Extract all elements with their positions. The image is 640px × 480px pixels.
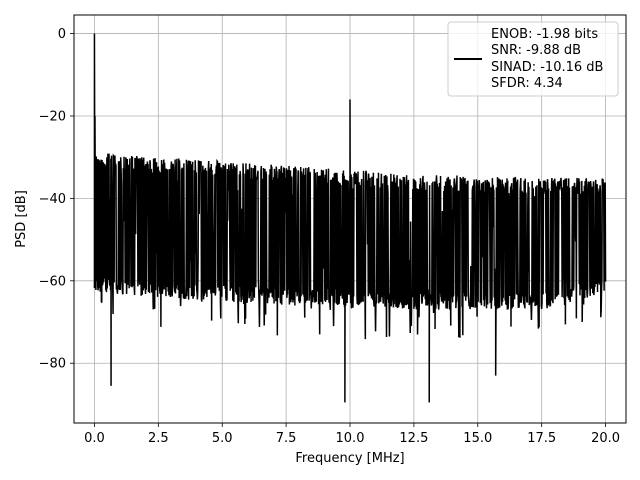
x-tick-label: 17.5 (527, 431, 556, 446)
y-tick-label: −60 (39, 274, 66, 289)
y-axis-label: PSD [dB] (14, 190, 29, 248)
x-tick-label: 10.0 (336, 431, 365, 446)
legend-line-snr: SNR: -9.88 dB (491, 43, 581, 58)
psd-series-line (93, 33, 607, 403)
legend: ENOB: -1.98 bits SNR: -9.88 dB SINAD: -1… (447, 21, 619, 97)
x-tick-label: 0.0 (84, 431, 105, 446)
legend-line-sfdr: SFDR: 4.34 (491, 76, 563, 91)
x-tick-label: 20.0 (591, 431, 620, 446)
y-tick-label: 0 (58, 27, 66, 42)
x-tick-label: 15.0 (463, 431, 492, 446)
y-tick-label: −40 (39, 192, 66, 207)
x-axis-label: Frequency [MHz] (295, 451, 404, 466)
legend-line-enob: ENOB: -1.98 bits (491, 27, 598, 42)
legend-box (447, 21, 619, 97)
x-tick-label: 7.5 (276, 431, 297, 446)
y-tick-label: −80 (39, 357, 66, 372)
y-tick-label: −20 (39, 109, 66, 124)
x-tick-label: 2.5 (148, 431, 169, 446)
psd-line-path (93, 33, 607, 403)
x-tick-label: 12.5 (399, 431, 428, 446)
y-axis-ticks: 0 −20 −40 −60 −80 (39, 27, 74, 372)
x-tick-label: 5.0 (212, 431, 233, 446)
x-axis-ticks: 0.0 2.5 5.0 7.5 10.0 12.5 15.0 17.5 20.0 (84, 423, 620, 446)
legend-line-sinad: SINAD: -10.16 dB (491, 60, 603, 75)
